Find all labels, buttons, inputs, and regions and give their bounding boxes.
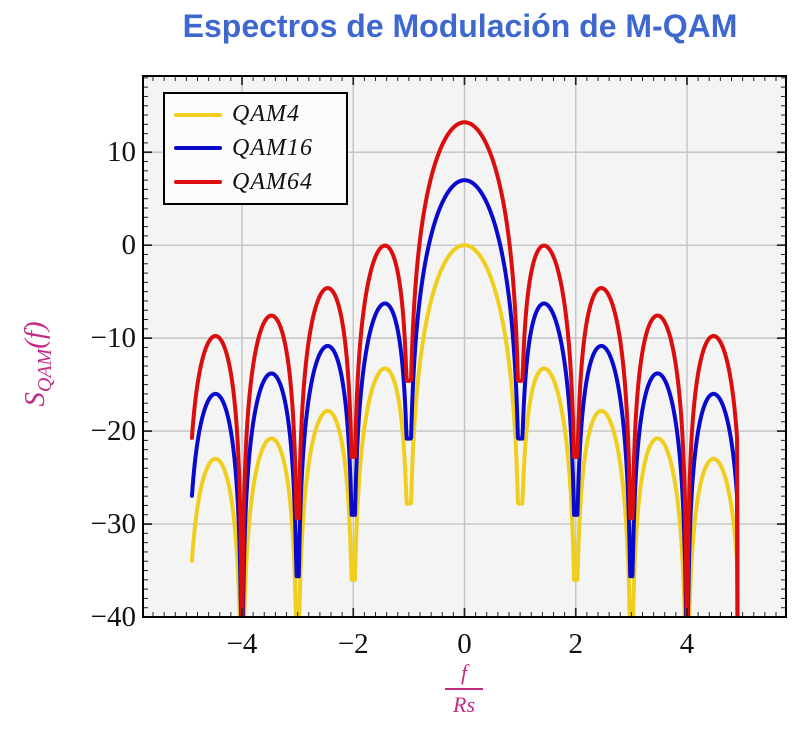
y-tick-label: −40: [90, 601, 136, 633]
x-tick-label: 0: [457, 628, 472, 660]
legend: QAM4 QAM16 QAM64: [163, 92, 348, 205]
legend-label-qam16: QAM16: [232, 134, 313, 161]
y-tick-label: −20: [90, 415, 136, 448]
ylabel-paren-open: (: [19, 339, 52, 349]
xlabel-denominator: Rs: [453, 692, 475, 717]
fraction-bar: [445, 688, 483, 690]
y-axis-label: SQAM(f): [19, 321, 57, 406]
x-tick-label: −2: [337, 628, 369, 660]
x-tick-label: 2: [568, 628, 583, 660]
ylabel-argument: f: [19, 331, 52, 340]
legend-line-qam64: [174, 180, 222, 185]
xlabel-numerator: f: [460, 660, 468, 685]
legend-line-qam4: [174, 112, 222, 117]
curve-qam4: [189, 243, 740, 617]
y-tick-label: −30: [90, 508, 136, 541]
y-tick-label: 10: [107, 136, 136, 169]
legend-item-qam16: QAM16: [174, 135, 346, 162]
ylabel-paren-close: ): [19, 321, 52, 332]
x-tick-label: −4: [226, 628, 258, 660]
ylabel-symbol: S: [19, 392, 52, 407]
legend-line-qam16: [174, 146, 222, 151]
y-tick-label: −10: [90, 322, 136, 355]
ylabel-subscript: QAM: [33, 348, 56, 393]
legend-item-qam64: QAM64: [174, 169, 346, 196]
x-tick-label: 4: [679, 628, 695, 660]
y-tick-label: 0: [121, 229, 137, 262]
chart-title: Espectros de Modulación de M-QAM: [182, 8, 738, 44]
axis-frame: [142, 75, 787, 618]
legend-label-qam64: QAM64: [232, 168, 313, 195]
legend-item-qam4: QAM4: [174, 101, 346, 128]
curves: [189, 120, 740, 617]
curve-qam16: [189, 178, 740, 617]
x-axis-label: f Rs: [445, 660, 483, 718]
legend-label-qam4: QAM4: [232, 101, 300, 128]
curve-qam64: [189, 120, 740, 617]
